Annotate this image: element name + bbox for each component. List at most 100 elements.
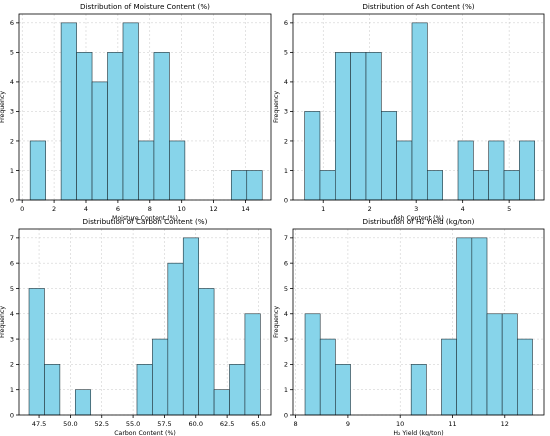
x-tick-label: 10 — [396, 420, 404, 428]
chart-title: Distribution of Carbon Content (%) — [83, 217, 208, 226]
y-tick-label: 4 — [284, 78, 288, 86]
x-tick-label: 9 — [346, 420, 350, 428]
histogram-bar — [76, 52, 93, 201]
x-axis-label: Ash Content (%) — [393, 215, 444, 222]
x-tick-label: 2 — [368, 205, 372, 213]
histogram-bar — [107, 52, 124, 201]
histogram-bar — [456, 237, 473, 416]
histogram-bar — [519, 140, 536, 201]
histogram-bar — [488, 140, 505, 201]
histogram-bar — [182, 237, 199, 416]
histogram-bar — [335, 364, 351, 416]
y-tick-label: 6 — [284, 259, 288, 267]
x-tick-label: 62.5 — [220, 420, 234, 428]
x-tick-label: 12 — [209, 205, 217, 213]
x-tick-label: 12 — [501, 420, 509, 428]
y-tick-label: 4 — [10, 310, 14, 318]
x-tick-label: 4 — [84, 205, 88, 213]
histogram-bar — [74, 389, 92, 416]
y-tick-label: 5 — [10, 49, 14, 57]
histogram-bar — [319, 170, 336, 201]
histogram-bar — [501, 313, 518, 416]
chart-title: Distribution of Moisture Content (%) — [80, 2, 210, 11]
y-tick-label: 2 — [10, 361, 14, 369]
histogram-bar — [319, 338, 336, 416]
x-tick-label: 60.0 — [189, 420, 203, 428]
y-tick-label: 2 — [10, 137, 14, 145]
histogram-bar — [29, 140, 46, 201]
y-tick-label: 5 — [284, 285, 288, 293]
histogram-bar — [230, 170, 248, 201]
x-axis-label: Carbon Content (%) — [114, 430, 176, 436]
histogram-bar — [44, 364, 61, 416]
y-axis-label: Frequency — [273, 91, 280, 123]
histogram-bar — [350, 52, 367, 201]
y-tick-label: 7 — [284, 234, 288, 242]
x-tick-label: 50.0 — [63, 420, 77, 428]
y-axis-label: Frequency — [0, 91, 6, 123]
y-tick-label: 5 — [10, 285, 14, 293]
histogram-bar — [213, 389, 230, 416]
y-tick-label: 0 — [10, 411, 14, 419]
histogram-bar — [427, 170, 443, 201]
histogram-bar — [138, 140, 155, 201]
x-tick-label: 14 — [241, 205, 249, 213]
x-axis-label: Moisture Content (%) — [112, 215, 178, 222]
y-axis-label: Frequency — [0, 306, 6, 338]
histogram-bar — [167, 262, 184, 416]
x-tick-label: 1 — [321, 205, 325, 213]
y-tick-label: 3 — [284, 108, 288, 116]
y-tick-label: 7 — [10, 234, 14, 242]
y-tick-label: 5 — [284, 49, 288, 57]
histogram-bar — [152, 338, 169, 416]
histogram-bar — [471, 237, 488, 416]
histogram-bar — [244, 313, 261, 416]
x-tick-label: 57.5 — [157, 420, 171, 428]
y-tick-label: 0 — [10, 196, 14, 204]
y-tick-label: 1 — [284, 167, 288, 175]
y-tick-label: 0 — [284, 196, 288, 204]
axes-frame — [18, 13, 272, 201]
histogram-bar — [169, 140, 186, 201]
chart-panel-2: 1 2 3 4 5 0 1 2 3 4 5 6 Distribution of Ash Content … — [273, 2, 545, 222]
histogram-bar — [457, 140, 474, 201]
x-tick-label: 4 — [461, 205, 465, 213]
y-tick-label: 6 — [284, 19, 288, 27]
histogram-bar — [153, 52, 170, 201]
x-tick-label: 8 — [294, 420, 298, 428]
histogram-bar — [410, 364, 427, 416]
y-tick-label: 1 — [10, 167, 14, 175]
y-tick-label: 1 — [284, 386, 288, 394]
x-tick-label: 65.0 — [251, 420, 265, 428]
chart-title: Distribution of H₂ Yield (kg/ton) — [363, 217, 475, 226]
y-tick-label: 3 — [10, 108, 14, 116]
y-axis-label: Frequency — [273, 306, 280, 338]
histogram-bar — [381, 111, 397, 201]
histogram-bar — [60, 22, 77, 201]
x-tick-label: 0 — [20, 205, 24, 213]
histogram-bar — [503, 170, 520, 201]
histogram-bar — [136, 364, 153, 416]
histogram-bar — [304, 111, 321, 201]
axes-frame — [292, 13, 545, 201]
chart-title: Distribution of Ash Content (%) — [362, 2, 474, 11]
histogram-bar — [517, 338, 533, 416]
x-tick-label: 3 — [414, 205, 418, 213]
histogram-bar — [396, 140, 413, 201]
x-tick-label: 55.0 — [126, 420, 140, 428]
x-tick-label: 47.5 — [32, 420, 46, 428]
histogram-bar — [486, 313, 503, 416]
y-tick-label: 2 — [284, 361, 288, 369]
chart-panel-3: 47.5 50.0 52.5 55.0 57.5 60.0 62.5 65.0 0 1 2 3 4 5 6 7… — [0, 217, 272, 436]
axes-frame — [18, 228, 272, 416]
histogram-bar — [229, 364, 246, 416]
bars — [304, 22, 536, 201]
y-tick-label: 6 — [10, 19, 14, 27]
histogram-bar — [334, 52, 351, 201]
x-tick-label: 11 — [448, 420, 456, 428]
y-tick-label: 2 — [284, 137, 288, 145]
axes-frame — [292, 228, 545, 416]
y-tick-label: 6 — [10, 259, 14, 267]
